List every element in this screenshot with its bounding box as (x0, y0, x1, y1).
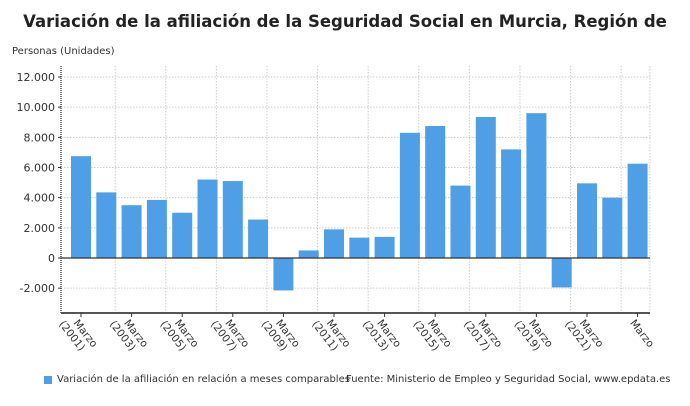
x-tick-label: Marzo(2009) (259, 311, 302, 357)
bar (374, 236, 395, 258)
x-tick-label: Marzo(2013) (360, 311, 403, 357)
y-tick-label: 8.000 (24, 131, 56, 144)
y-tick-label: 4.000 (24, 192, 56, 205)
y-tick-label: 6.000 (24, 162, 56, 175)
bar (501, 149, 522, 258)
bar (526, 113, 547, 258)
bar (298, 250, 319, 258)
x-tick-label: Marzo(2007) (208, 311, 251, 357)
bar (425, 126, 446, 258)
bar (197, 179, 218, 258)
y-tick-label: 0 (48, 252, 55, 265)
x-tick-label: Marzo(2017) (461, 311, 504, 357)
x-tick-label: Marzo(2011) (309, 311, 352, 357)
x-tick-label: Marzo (627, 317, 656, 349)
bar (577, 183, 597, 258)
x-tick-label: Marzo(2015) (410, 311, 453, 357)
bar (248, 219, 269, 258)
bar (222, 181, 243, 258)
y-tick-label: 12.000 (17, 71, 56, 84)
x-tick-label: Marzo(2021) (562, 311, 605, 357)
x-tick-label: Marzo(2003) (107, 311, 150, 357)
bar (146, 199, 167, 258)
bar (551, 258, 572, 288)
bar (71, 156, 91, 258)
y-tick-label: 2.000 (24, 222, 56, 235)
legend: Variación de la afiliación en relación a… (44, 374, 350, 385)
y-axis-label: Personas (Unidades) (12, 46, 115, 57)
bar (96, 192, 117, 258)
bar (172, 212, 193, 258)
bar (475, 116, 496, 259)
bar (627, 163, 648, 258)
bar (324, 229, 344, 258)
x-tick-label: Marzo(2005) (157, 311, 200, 357)
chart-title: Variación de la afiliación de la Segurid… (23, 12, 667, 31)
y-tick-label: -2.000 (20, 282, 55, 295)
bar (121, 205, 142, 258)
source-note: Fuente: Ministerio de Empleo y Seguridad… (346, 374, 671, 385)
bar (450, 185, 471, 258)
bar (399, 132, 420, 258)
y-tick-label: 10.000 (17, 101, 56, 114)
legend-label: Variación de la afiliación en relación a… (57, 374, 350, 385)
bar (602, 197, 623, 258)
bar (273, 258, 294, 291)
x-tick-label: Marzo(2001) (56, 311, 99, 357)
bar (349, 237, 370, 258)
legend-swatch (44, 375, 52, 384)
x-tick-label: Marzo(2019) (512, 311, 555, 357)
